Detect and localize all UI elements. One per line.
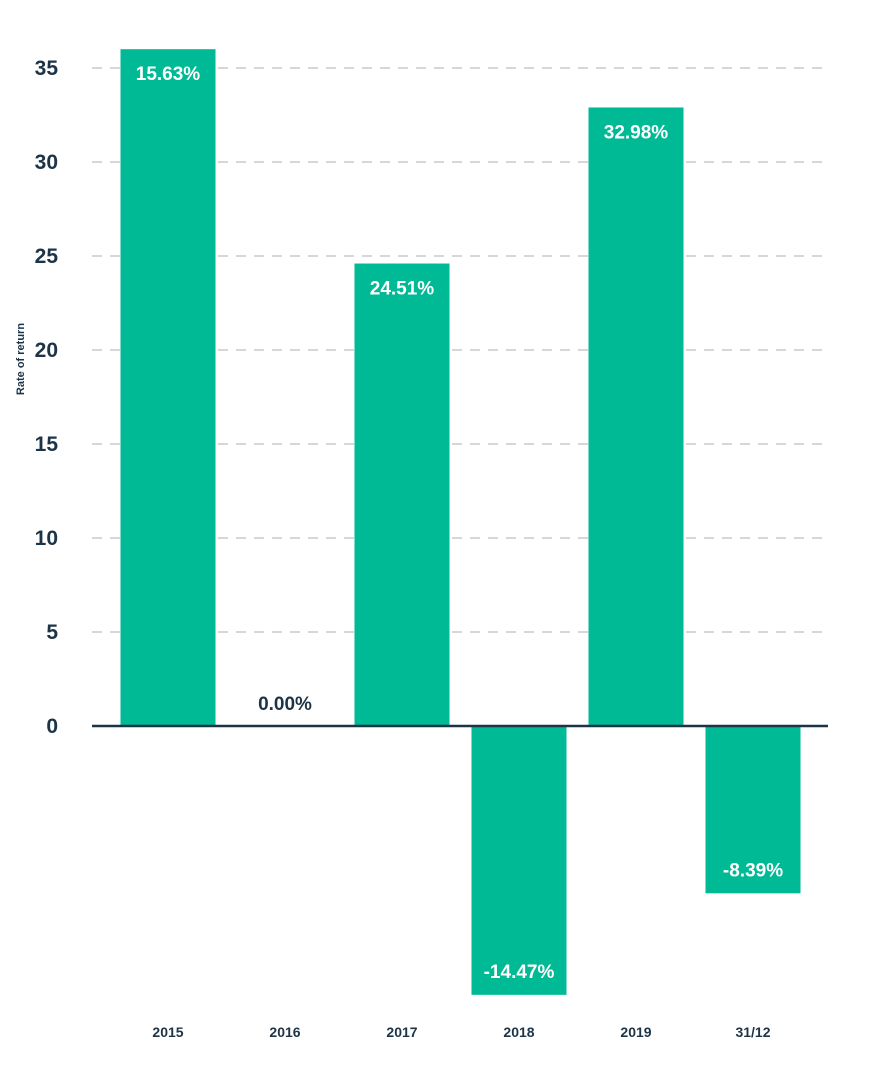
y-tick-label: 30 [35,151,58,174]
y-tick-label: 0 [46,715,58,738]
bar [471,726,567,995]
x-tick-label: 2016 [269,1024,300,1040]
y-axis-ticks: 0 5 10 15 20 25 30 35 [35,57,59,738]
y-tick-label: 25 [35,245,59,268]
data-label: 15.63% [136,64,201,85]
y-tick-label: 15 [35,433,59,456]
data-label: -14.47% [484,962,555,983]
y-tick-label: 10 [35,527,58,550]
data-label: 0.00% [258,694,312,715]
grid-lines [92,67,828,633]
y-tick-label: 35 [35,57,59,80]
data-label: -8.39% [723,860,783,881]
bar [705,726,801,894]
bar [588,107,684,727]
x-tick-label: 31/12 [735,1024,770,1040]
x-tick-label: 2018 [503,1024,534,1040]
y-tick-label: 20 [35,339,58,362]
data-labels: 15.63% 0.00% 24.51% -14.47% 32.98% -8.39% [136,64,783,983]
bars [120,49,801,995]
y-axis-title: Rate of return [15,323,27,395]
x-axis-categories: 2015 2016 2017 2018 2019 31/12 [152,1024,770,1040]
x-tick-label: 2017 [386,1024,417,1040]
y-tick-label: 5 [46,621,58,644]
bar [120,49,216,726]
bar [354,263,450,726]
data-label: 24.51% [370,279,435,300]
x-tick-label: 2015 [152,1024,183,1040]
x-tick-label: 2019 [620,1024,651,1040]
data-label: 32.98% [604,122,669,143]
